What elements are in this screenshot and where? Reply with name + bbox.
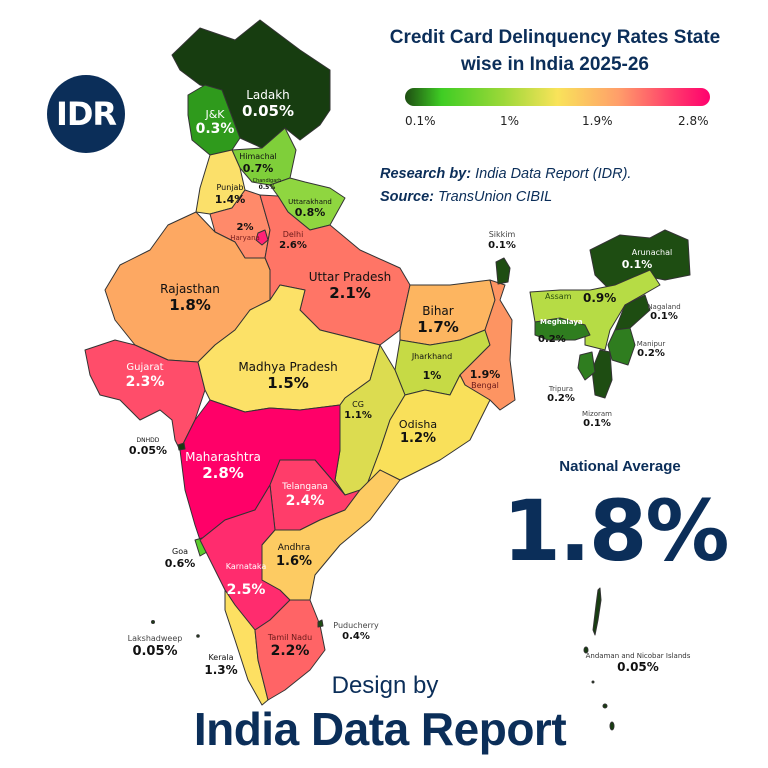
region-lakshadweep[interactable] <box>151 620 155 624</box>
label-arunachal: Arunachal 0.1% <box>621 248 673 271</box>
label-assam-value: 0.9% <box>583 291 617 305</box>
label-nagaland: Nagaland 0.1% <box>647 303 681 323</box>
region-nagaland[interactable] <box>614 294 651 331</box>
research-value: India Data Report (IDR). <box>475 166 632 182</box>
label-odisha: Odisha 1.2% <box>398 418 438 447</box>
source-value: TransUnion CIBIL <box>438 189 553 205</box>
label-punjab: Punjab 1.4% <box>214 183 246 206</box>
source-credit: Source: TransUnion CIBIL <box>380 189 552 205</box>
region-arunachal[interactable] <box>589 229 691 291</box>
brand-name: India Data Report <box>193 703 567 755</box>
region-dnhdd[interactable] <box>177 442 186 451</box>
label-puducherry: Puducherry 0.4% <box>333 621 379 642</box>
legend-tick-max: 2.8% <box>678 114 709 128</box>
national-average-label: National Average <box>559 458 681 475</box>
national-average-value: 1.8% <box>502 482 730 580</box>
label-rajasthan: Rajasthan 1.8% <box>160 282 220 315</box>
label-maharashtra: Maharashtra 2.8% <box>185 450 261 483</box>
label-andhra: Andhra 1.6% <box>275 543 313 569</box>
region-odisha[interactable] <box>364 374 491 491</box>
label-meghalaya-value: 0.2% <box>538 334 566 345</box>
region-delhi[interactable] <box>255 229 269 246</box>
label-assam-name: Assam <box>545 292 572 301</box>
label-ladakh: Ladakh 0.05% <box>241 88 295 121</box>
label-haryana: 2% Haryana <box>230 222 260 242</box>
region-sikkim[interactable] <box>495 257 511 285</box>
legend-tick-2: 1% <box>500 114 520 128</box>
research-credit: Research by: India Data Report (IDR). <box>380 166 631 182</box>
label-kerala: Kerala 1.3% <box>204 653 238 677</box>
region-bengal[interactable] <box>459 279 516 411</box>
label-gujarat: Gujarat 2.3% <box>125 362 165 390</box>
label-tamilnadu: Tamil Nadu 2.2% <box>267 633 313 659</box>
label-sikkim: Sikkim 0.1% <box>488 230 516 251</box>
label-andaman: Andaman and Nicobar Islands 0.05% <box>585 652 691 675</box>
source-label: Source: <box>380 189 434 205</box>
label-cg: CG 1.1% <box>344 400 372 421</box>
label-uttarakhand: Uttarakhand 0.8% <box>288 198 332 220</box>
label-karnataka: Karnataka 2.5% <box>225 562 267 598</box>
legend-tick-3: 1.9% <box>582 114 613 128</box>
label-jk: J&K 0.3% <box>195 108 235 138</box>
label-goa: Goa 0.6% <box>164 547 196 570</box>
idr-logo: IDR <box>47 75 125 153</box>
region-tripura[interactable] <box>577 351 596 381</box>
region-tamilnadu[interactable] <box>254 599 326 701</box>
label-dnhdd: DNHDD 0.05% <box>128 437 168 458</box>
region-meghalaya[interactable] <box>534 317 591 341</box>
legend-tick-min: 0.1% <box>405 114 436 128</box>
label-jharkhand: Jharkhand 1% <box>411 352 453 382</box>
region-andhra[interactable] <box>261 469 401 601</box>
region-manipur[interactable] <box>607 327 636 366</box>
label-mp: Madhya Pradesh 1.5% <box>238 360 338 393</box>
label-mizoram: Mizoram 0.1% <box>582 410 612 430</box>
region-puducherry[interactable] <box>317 619 324 628</box>
research-label: Research by: <box>380 166 472 182</box>
region-andaman[interactable] <box>592 587 602 636</box>
region-mizoram[interactable] <box>591 349 613 399</box>
chart-title: Credit Card Delinquency Rates State wise… <box>389 27 721 75</box>
label-chandigarh: Chandigarh 0.5% <box>252 178 282 191</box>
label-lakshadweep: Lakshadweep 0.05% <box>127 634 183 659</box>
region-kerala[interactable] <box>224 589 269 706</box>
label-bihar: Bihar 1.7% <box>417 304 459 337</box>
design-by-text: Design by <box>331 672 439 699</box>
label-delhi: Delhi 2.6% <box>279 230 307 251</box>
label-himachal: Himachal 0.7% <box>239 152 277 175</box>
label-tripura: Tripura 0.2% <box>547 385 575 405</box>
label-telangana: Telangana 2.4% <box>282 482 328 509</box>
label-meghalaya-name: Meghalaya <box>540 318 583 326</box>
label-bengal: 1.9% Bengal <box>469 368 501 391</box>
label-up: Uttar Pradesh 2.1% <box>308 270 392 303</box>
label-manipur: Manipur 0.2% <box>636 340 666 360</box>
color-scale-legend <box>405 88 710 106</box>
